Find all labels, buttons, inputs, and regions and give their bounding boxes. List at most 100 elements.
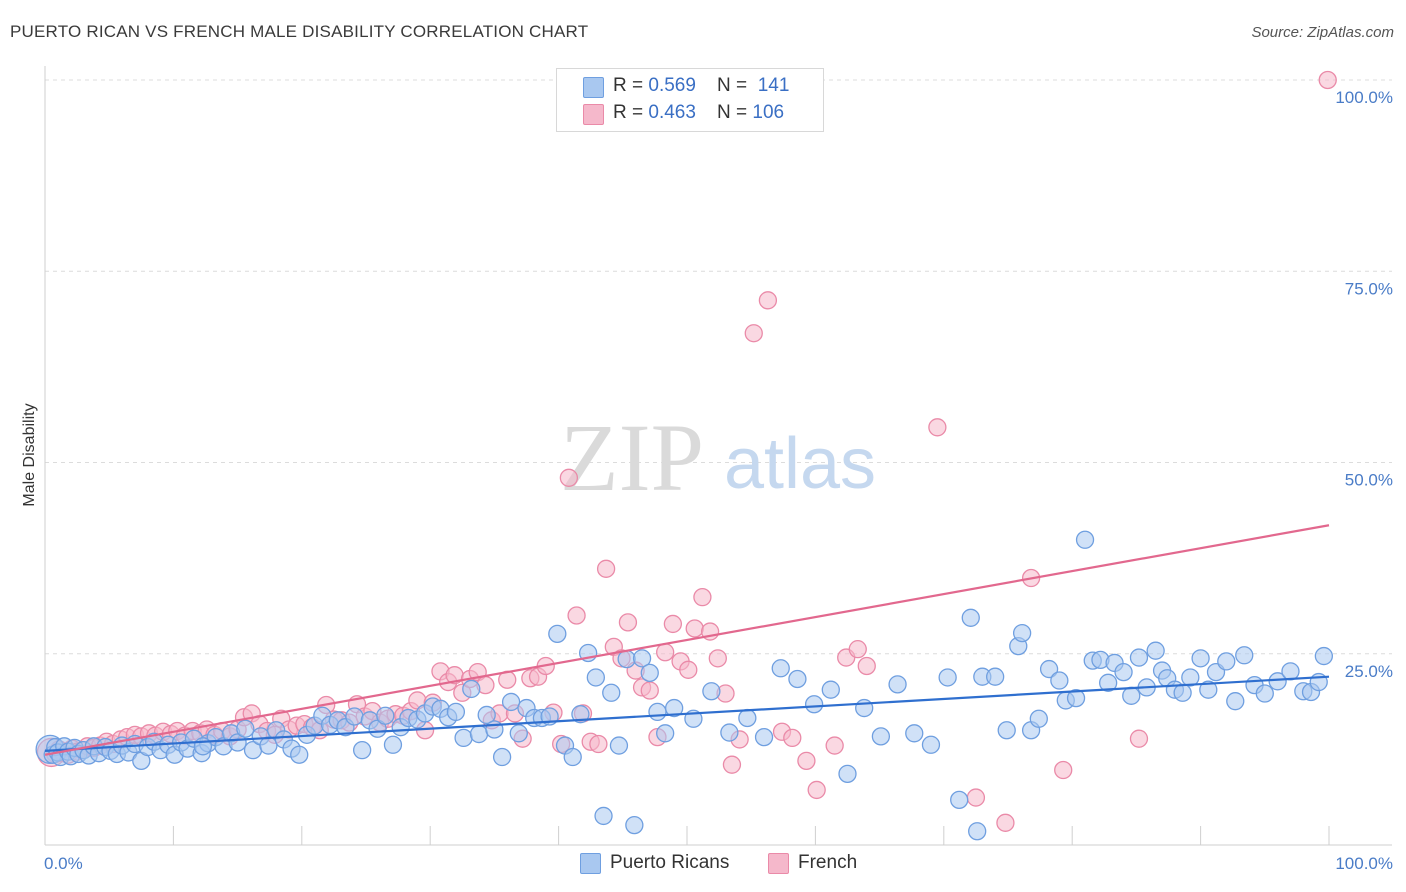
- series-puerto-ricans-points: [35, 530, 1334, 841]
- point-puerto-ricans: [1255, 684, 1274, 703]
- point-french: [744, 324, 763, 343]
- legend-r-label: R =: [613, 102, 649, 123]
- point-puerto-ricans: [1217, 652, 1236, 671]
- point-puerto-ricans: [1029, 709, 1048, 728]
- watermark: ZIP atlas: [560, 404, 876, 511]
- point-puerto-ricans: [376, 706, 395, 725]
- trend-line-french: [44, 524, 1330, 756]
- legend-n-value: 106: [752, 102, 785, 123]
- point-french: [685, 619, 704, 638]
- x-tick-label: 0.0%: [44, 854, 83, 873]
- point-puerto-ricans: [1050, 671, 1069, 690]
- bottom-legend-swatch-puerto-ricans: [580, 853, 601, 874]
- point-puerto-ricans: [921, 735, 941, 754]
- point-puerto-ricans: [1114, 662, 1133, 682]
- watermark-zip: ZIP: [560, 404, 704, 511]
- point-french: [679, 660, 698, 679]
- point-puerto-ricans: [625, 815, 644, 835]
- point-french: [1129, 729, 1149, 748]
- point-french: [589, 734, 608, 754]
- chart-title: PUERTO RICAN VS FRENCH MALE DISABILITY C…: [10, 22, 589, 41]
- point-french: [618, 613, 638, 632]
- point-puerto-ricans: [548, 624, 567, 644]
- point-puerto-ricans: [1039, 659, 1059, 679]
- point-puerto-ricans: [656, 724, 675, 743]
- y-tick-label: 50.0%: [1345, 471, 1393, 490]
- point-puerto-ricans: [477, 705, 496, 725]
- point-french: [825, 736, 844, 755]
- point-puerto-ricans: [586, 668, 605, 687]
- point-puerto-ricans: [720, 723, 739, 742]
- point-french: [567, 606, 586, 625]
- point-puerto-ricans: [571, 705, 590, 724]
- legend-swatch-puerto-ricans: [583, 77, 604, 98]
- point-puerto-ricans: [997, 721, 1016, 740]
- point-puerto-ricans: [1122, 686, 1141, 705]
- point-puerto-ricans: [754, 727, 774, 747]
- point-puerto-ricans: [771, 659, 790, 678]
- legend-n-label: N =: [717, 75, 753, 96]
- y-axis-label: Male Disability: [21, 403, 38, 506]
- point-french: [928, 418, 947, 437]
- point-puerto-ricans: [259, 736, 278, 755]
- gridlines: [45, 79, 1392, 655]
- point-puerto-ricans: [871, 727, 891, 746]
- point-puerto-ricans: [632, 649, 652, 668]
- source-note: Source: ZipAtlas.com: [1251, 24, 1394, 41]
- tick-labels: 25.0% 50.0% 75.0% 100.0% 0.0% 100.0%: [44, 88, 1393, 873]
- point-puerto-ricans: [1181, 668, 1200, 687]
- point-french: [996, 813, 1015, 832]
- point-puerto-ricans: [968, 822, 987, 841]
- point-puerto-ricans: [821, 680, 840, 699]
- point-puerto-ricans: [1226, 692, 1245, 711]
- point-puerto-ricans: [888, 675, 907, 694]
- point-puerto-ricans: [788, 669, 807, 689]
- axes: [44, 66, 1392, 846]
- point-puerto-ricans: [617, 649, 636, 669]
- point-puerto-ricans: [609, 736, 629, 755]
- point-french: [966, 788, 986, 807]
- point-puerto-ricans: [454, 728, 473, 748]
- point-puerto-ricans: [640, 663, 659, 683]
- legend-n-value: 141: [757, 75, 790, 96]
- point-french: [640, 681, 659, 700]
- point-puerto-ricans: [1075, 530, 1095, 549]
- point-french: [708, 649, 727, 668]
- point-puerto-ricans: [950, 790, 969, 810]
- point-puerto-ricans: [594, 806, 613, 826]
- point-french: [857, 656, 876, 676]
- legend-n-label: N =: [717, 102, 753, 123]
- point-puerto-ricans: [648, 702, 667, 722]
- point-puerto-ricans: [383, 735, 403, 754]
- legend-r-label: R =: [613, 75, 649, 96]
- bottom-legend-swatch-french: [768, 853, 789, 874]
- point-french: [848, 640, 867, 659]
- point-puerto-ricans: [738, 708, 757, 728]
- point-puerto-ricans: [665, 698, 684, 718]
- point-puerto-ricans: [986, 667, 1005, 686]
- trend-lines: [44, 524, 1330, 756]
- x-tick-label: 100.0%: [1335, 854, 1393, 873]
- point-french: [807, 780, 826, 800]
- point-french: [797, 751, 816, 770]
- point-puerto-ricans: [492, 747, 512, 767]
- point-puerto-ricans: [1199, 680, 1218, 699]
- point-puerto-ricans: [1099, 673, 1118, 692]
- point-puerto-ricans: [290, 745, 309, 764]
- point-french: [783, 728, 802, 748]
- point-puerto-ricans: [1314, 646, 1334, 666]
- y-tick-label: 100.0%: [1335, 88, 1393, 107]
- point-puerto-ricans: [1191, 649, 1210, 668]
- legend-r-value: 0.463: [648, 102, 696, 123]
- point-puerto-ricans: [938, 668, 957, 687]
- point-puerto-ricans: [1173, 683, 1192, 702]
- point-puerto-ricans: [352, 740, 372, 760]
- point-french: [1054, 760, 1073, 780]
- point-puerto-ricans: [1268, 672, 1287, 691]
- point-puerto-ricans: [1066, 688, 1086, 708]
- point-french: [722, 755, 742, 774]
- point-french: [758, 291, 778, 310]
- point-puerto-ricans: [509, 724, 528, 743]
- legend: R = 0.569 N = 141 R = 0.463 N = 106: [556, 68, 824, 132]
